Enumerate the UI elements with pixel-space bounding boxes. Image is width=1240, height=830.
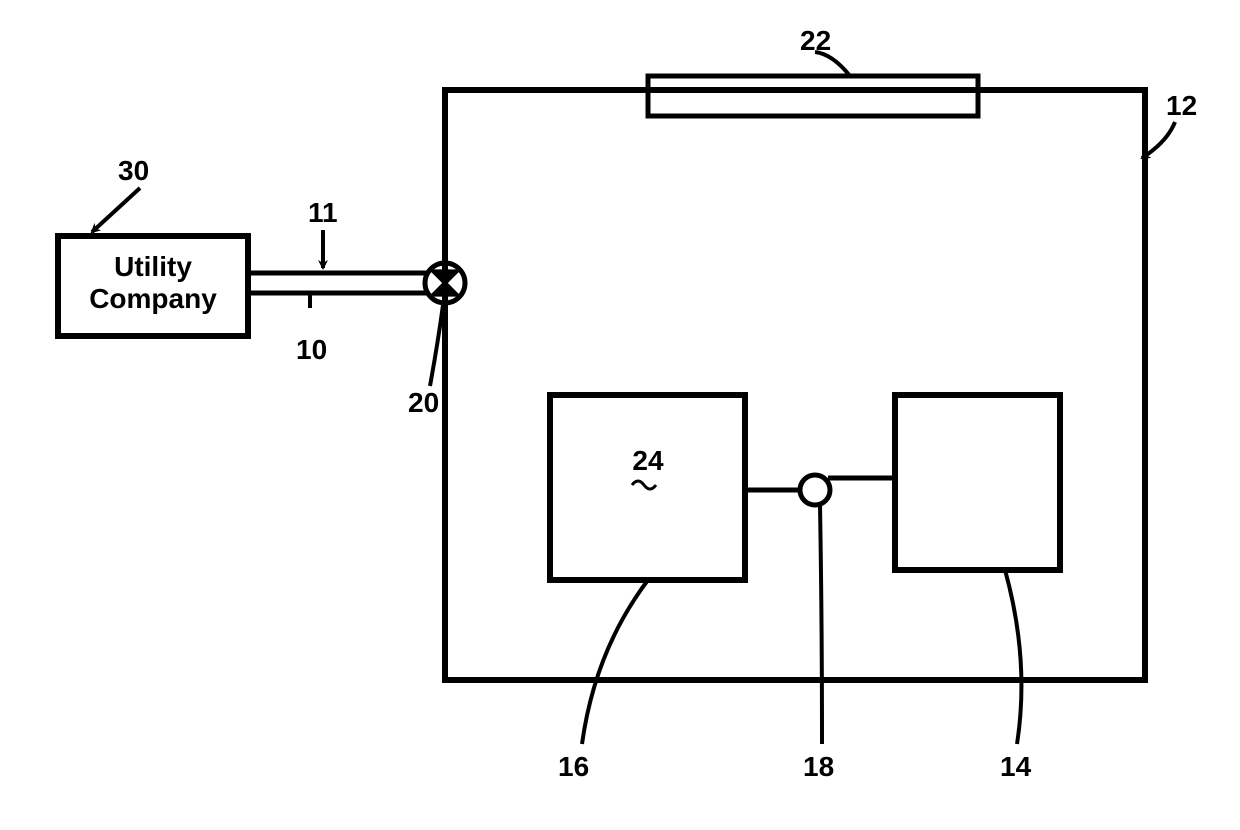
label-24-text: 24 xyxy=(632,445,664,476)
label-16: 16 xyxy=(558,751,589,782)
diagram-canvas: Utility Company 24 301110202212161814 xyxy=(0,0,1240,830)
tilde-24 xyxy=(632,481,656,489)
connector-18-knob xyxy=(800,475,830,505)
label-18: 18 xyxy=(803,751,834,782)
label-12: 12 xyxy=(1166,90,1197,121)
block-14 xyxy=(895,395,1060,570)
label-30: 30 xyxy=(118,155,149,186)
label-10: 10 xyxy=(296,334,327,365)
utility-company-label-2: Company xyxy=(89,283,217,314)
building-outline xyxy=(445,90,1145,680)
utility-company-label-1: Utility xyxy=(114,251,192,282)
unit-22 xyxy=(648,76,978,116)
labels-group: 301110202212161814 xyxy=(92,25,1197,782)
label-14: 14 xyxy=(1000,751,1032,782)
label-11: 11 xyxy=(308,197,338,228)
label-20: 20 xyxy=(408,387,439,418)
